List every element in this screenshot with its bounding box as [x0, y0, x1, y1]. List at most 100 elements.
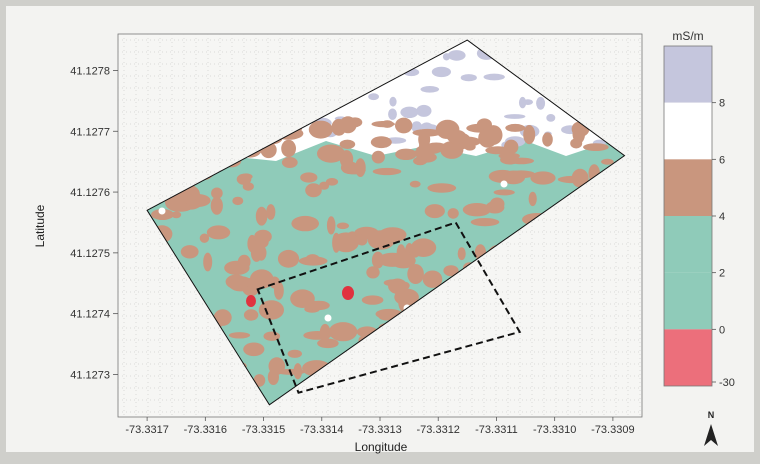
brown-patch — [267, 369, 279, 386]
brown-patch — [571, 168, 589, 188]
white-spot — [324, 314, 332, 322]
brown-patch — [307, 300, 330, 311]
lavender-patch — [522, 99, 534, 105]
lavender-patch — [389, 96, 397, 107]
y-axis-ticks: 41.1278 41.1277 41.1276 41.1275 41.1274 41.12… — [70, 65, 118, 381]
brown-patch — [243, 342, 265, 357]
colorbar-band — [664, 46, 712, 103]
north-arrow: N — [704, 410, 718, 446]
brown-patch — [225, 274, 247, 289]
brown-patch — [407, 264, 424, 284]
y-tick-label: 41.1273 — [70, 369, 110, 381]
brown-patch — [361, 295, 384, 305]
brown-patch — [409, 243, 421, 258]
brown-patch — [243, 309, 259, 321]
brown-patch — [372, 167, 402, 176]
x-tick-label: -73.3311 — [475, 424, 518, 436]
red-anomaly — [342, 286, 354, 300]
lavender-patch — [483, 73, 505, 81]
brown-patch — [336, 222, 349, 230]
brown-patch — [395, 148, 417, 160]
brown-patch — [457, 247, 466, 261]
brown-patch — [274, 281, 284, 300]
colorbar-tick-label: 0 — [719, 324, 725, 336]
colorbar: 8 6 4 2 0 -30 — [663, 45, 735, 389]
conductivity-map: -73.3317 -73.3316 -73.3315 -73.3314 -73.3313… — [33, 29, 735, 454]
brown-patch — [447, 129, 467, 144]
brown-patch — [206, 225, 231, 240]
brown-patch — [319, 323, 331, 341]
lavender-patch — [431, 66, 451, 78]
x-tick-label: -73.3317 — [125, 424, 168, 436]
brown-patch — [247, 283, 256, 293]
brown-patch — [413, 156, 428, 166]
brown-patch — [317, 144, 345, 163]
colorbar-unit: mS/m — [672, 29, 703, 43]
brown-patch — [328, 322, 358, 342]
colorbar-band — [664, 216, 712, 273]
brown-patch — [424, 204, 445, 219]
brown-patch — [462, 203, 491, 217]
lavender-patch — [368, 93, 379, 101]
brown-patch — [266, 204, 276, 220]
brown-patch — [470, 218, 500, 227]
lavender-patch — [519, 96, 527, 109]
colorbar-tick-label: 4 — [719, 211, 725, 223]
brown-patch — [381, 120, 394, 128]
brown-patch — [211, 187, 223, 199]
brown-patch — [308, 120, 333, 139]
y-tick-label: 41.1275 — [70, 248, 110, 260]
brown-patch — [325, 178, 339, 186]
brown-patch — [498, 152, 520, 160]
brown-patch — [277, 249, 300, 268]
brown-patch — [366, 266, 380, 279]
brown-patch — [332, 232, 341, 253]
brown-patch — [530, 171, 556, 185]
x-tick-label: -73.3310 — [533, 424, 576, 436]
colorbar-tick-label: 2 — [719, 268, 725, 280]
x-tick-label: -73.3312 — [417, 424, 460, 436]
brown-patch — [485, 146, 511, 155]
brown-patch — [371, 251, 384, 269]
brown-patch — [388, 278, 408, 294]
y-tick-label: 41.1278 — [70, 65, 110, 77]
x-tick-label: -73.3314 — [300, 424, 343, 436]
brown-patch — [298, 256, 328, 266]
brown-patch — [210, 196, 223, 215]
lavender-patch — [536, 96, 546, 110]
colorbar-tick-label: -30 — [719, 377, 735, 389]
brown-patch — [281, 139, 296, 158]
lavender-patch — [420, 86, 440, 93]
colorbar-tick-label: 6 — [719, 154, 725, 166]
brown-patch — [508, 157, 534, 165]
brown-patch — [370, 136, 392, 149]
brown-patch — [493, 189, 515, 196]
x-tick-label: -73.3316 — [184, 424, 227, 436]
y-axis-title: Latitude — [33, 204, 47, 247]
study-area-outline — [256, 221, 522, 394]
x-tick-label: -73.3313 — [358, 424, 401, 436]
brown-patch — [258, 300, 284, 320]
brown-patch — [489, 197, 505, 211]
lavender-patch — [388, 108, 397, 120]
brown-patch — [224, 260, 250, 276]
brown-patch — [255, 206, 268, 226]
brown-patch — [523, 125, 536, 145]
brown-patch — [305, 183, 322, 198]
brown-patch — [339, 150, 354, 169]
brown-patch — [291, 215, 320, 232]
brown-patch — [422, 270, 443, 288]
brown-patch — [371, 150, 385, 164]
brown-patch — [583, 143, 609, 152]
brown-patch — [391, 253, 416, 269]
brown-patch — [427, 183, 457, 193]
brown-patch — [478, 128, 498, 148]
brown-patch — [300, 172, 318, 183]
brown-patch — [601, 158, 614, 165]
brown-patch — [347, 117, 363, 128]
north-arrow-icon — [704, 424, 718, 446]
y-tick-label: 41.1277 — [70, 126, 110, 138]
x-axis-title: Longitude — [355, 440, 408, 454]
white-spot — [158, 207, 166, 215]
brown-patch — [339, 139, 356, 149]
